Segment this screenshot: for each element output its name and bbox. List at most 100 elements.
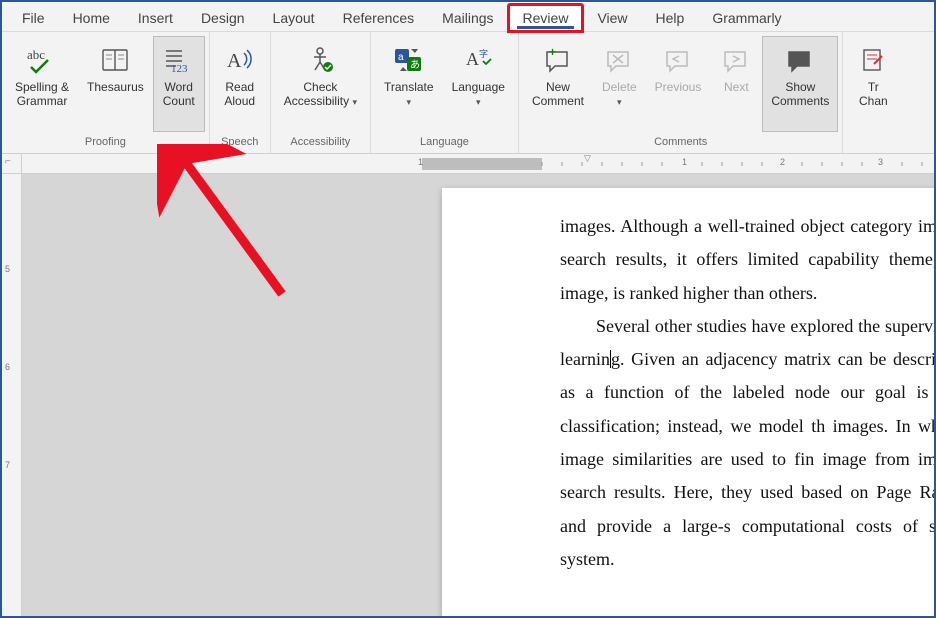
svg-text:あ: あ <box>410 59 420 71</box>
button-label: Delete▾ <box>602 81 637 109</box>
tab-view[interactable]: View <box>583 5 641 31</box>
ruler-tick: 6 <box>5 362 10 372</box>
next-comment-button[interactable]: Next <box>710 36 762 132</box>
tab-label: File <box>22 10 45 26</box>
tab-review[interactable]: Review <box>508 4 584 32</box>
track-changes-button[interactable]: TrChan <box>847 36 899 132</box>
svg-text:+: + <box>549 46 556 59</box>
word-window: File Home Insert Design Layout Reference… <box>0 0 936 618</box>
group-label: Accessibility <box>290 133 350 151</box>
vertical-ruler[interactable]: 5 6 7 <box>2 174 22 616</box>
work-area: ⌐ 5 6 7 1 1 2 3 ▽ <box>2 154 934 616</box>
spelling-grammar-button[interactable]: abc Spelling &Grammar <box>6 36 78 132</box>
tab-label: View <box>597 10 627 26</box>
abc-check-icon: abc <box>25 43 59 77</box>
svg-text:字: 字 <box>479 48 488 59</box>
tab-label: Design <box>201 10 245 26</box>
ruler-tick: 5 <box>5 264 10 274</box>
group-accessibility: CheckAccessibility ▾ Accessibility <box>271 32 371 153</box>
button-label: CheckAccessibility ▾ <box>284 81 357 109</box>
next-icon <box>721 43 751 77</box>
chevron-down-icon: ▾ <box>352 97 357 107</box>
tab-help[interactable]: Help <box>642 5 699 31</box>
new-comment-button[interactable]: + NewComment <box>523 36 593 132</box>
svg-text:A: A <box>227 50 242 72</box>
ruler-ticks <box>522 154 936 174</box>
svg-text:123: 123 <box>171 63 188 75</box>
group-speech: A ReadAloud Speech <box>210 32 271 153</box>
chevron-down-icon: ▾ <box>617 97 622 107</box>
tab-layout[interactable]: Layout <box>259 5 329 31</box>
delete-icon <box>604 43 634 77</box>
document-page[interactable]: images. Although a well-trained object c… <box>442 188 934 616</box>
svg-text:A: A <box>466 49 479 69</box>
button-label: WordCount <box>163 81 195 109</box>
document-area[interactable]: images. Although a well-trained object c… <box>22 174 934 616</box>
ribbon: abc Spelling &Grammar Thesaurus 123 Word… <box>2 32 934 154</box>
wordcount-icon: 123 <box>162 43 196 77</box>
tab-references[interactable]: References <box>329 5 429 31</box>
group-comments: + NewComment Delete▾ Previous <box>519 32 843 153</box>
chevron-down-icon: ▾ <box>407 97 412 107</box>
tab-label: References <box>343 10 415 26</box>
tab-label: Grammarly <box>712 10 781 26</box>
chevron-down-icon: ▾ <box>476 97 481 107</box>
accessibility-icon <box>305 43 335 77</box>
readaloud-icon: A <box>225 43 255 77</box>
delete-comment-button[interactable]: Delete▾ <box>593 36 646 132</box>
button-label: Spelling &Grammar <box>15 81 69 109</box>
group-label: Language <box>420 133 469 151</box>
button-label: Thesaurus <box>87 81 144 95</box>
tab-home[interactable]: Home <box>59 5 124 31</box>
translate-button[interactable]: aあ Translate▾ <box>375 36 443 132</box>
word-count-button[interactable]: 123 WordCount <box>153 36 205 132</box>
button-label: Next <box>724 81 749 95</box>
svg-text:a: a <box>398 52 404 63</box>
thesaurus-button[interactable]: Thesaurus <box>78 36 153 132</box>
tab-insert[interactable]: Insert <box>124 5 187 31</box>
read-aloud-button[interactable]: A ReadAloud <box>214 36 266 132</box>
ruler-corner: ⌐ <box>2 154 22 174</box>
document-paragraph[interactable]: images. Although a well-trained object c… <box>560 210 934 310</box>
button-label: Translate▾ <box>384 81 434 109</box>
showcomments-icon <box>785 43 815 77</box>
tab-label: Insert <box>138 10 173 26</box>
language-button[interactable]: A字 Language▾ <box>443 36 514 132</box>
document-paragraph[interactable]: Several other studies have explored the … <box>560 310 934 576</box>
language-icon: A字 <box>463 43 493 77</box>
tab-mailings[interactable]: Mailings <box>428 5 507 31</box>
horizontal-ruler[interactable]: 1 1 2 3 ▽ <box>22 154 934 174</box>
group-language: aあ Translate▾ A字 Language▾ Language <box>371 32 519 153</box>
show-comments-button[interactable]: ShowComments <box>762 36 838 132</box>
ruler-tick: 1 <box>418 157 423 167</box>
tab-label: Review <box>523 10 569 26</box>
button-label: ReadAloud <box>224 81 255 109</box>
group-label <box>872 133 875 151</box>
group-label: Speech <box>221 133 258 151</box>
tab-label: Mailings <box>442 10 493 26</box>
tab-label: Home <box>73 10 110 26</box>
button-label: Language▾ <box>452 81 505 109</box>
previous-comment-button[interactable]: Previous <box>646 36 711 132</box>
button-label: NewComment <box>532 81 584 109</box>
previous-icon <box>663 43 693 77</box>
group-tracking: TrChan <box>843 32 903 153</box>
svg-text:abc: abc <box>27 47 45 62</box>
active-tab-underline <box>517 26 575 29</box>
tab-file[interactable]: File <box>8 5 59 31</box>
tab-label: Layout <box>273 10 315 26</box>
group-label: Comments <box>654 133 707 151</box>
ribbon-tabs: File Home Insert Design Layout Reference… <box>2 2 934 32</box>
group-label: Proofing <box>85 133 126 151</box>
button-label: TrChan <box>859 81 888 109</box>
newcomment-icon: + <box>543 43 573 77</box>
tab-label: Help <box>656 10 685 26</box>
track-icon <box>860 43 886 77</box>
button-label: ShowComments <box>771 81 829 109</box>
tab-design[interactable]: Design <box>187 5 259 31</box>
tab-grammarly[interactable]: Grammarly <box>698 5 795 31</box>
book-icon <box>100 43 130 77</box>
group-proofing: abc Spelling &Grammar Thesaurus 123 Word… <box>2 32 210 153</box>
button-label: Previous <box>655 81 702 95</box>
check-accessibility-button[interactable]: CheckAccessibility ▾ <box>275 36 366 132</box>
